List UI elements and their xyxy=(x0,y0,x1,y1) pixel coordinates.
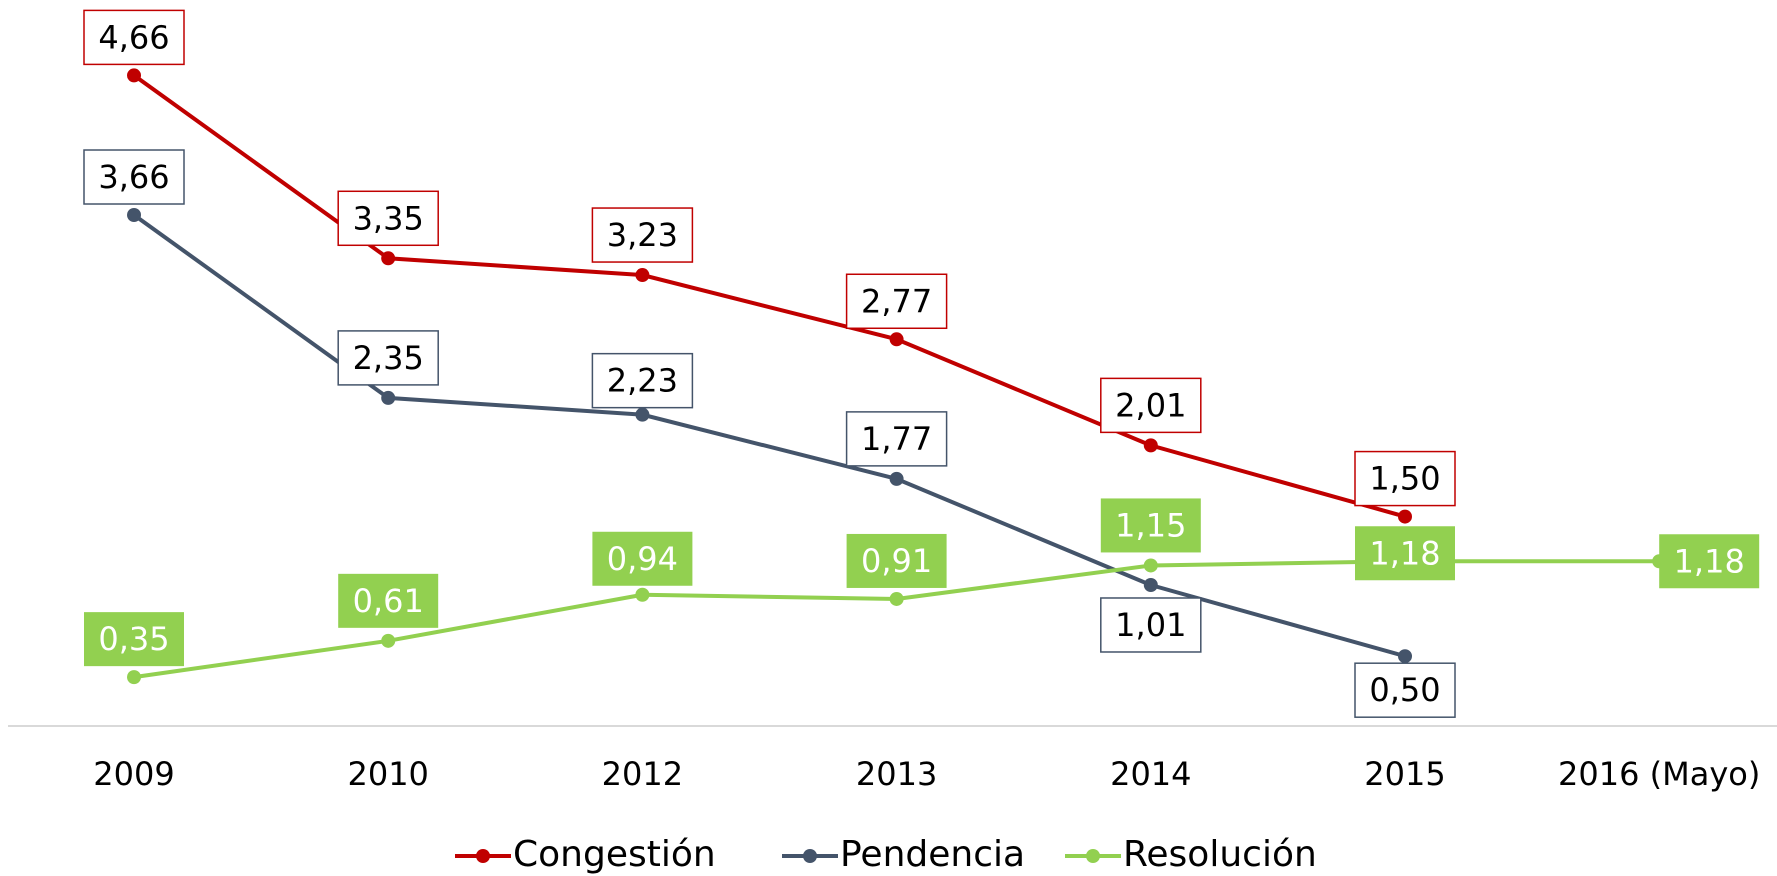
data-point xyxy=(889,471,904,486)
series-line xyxy=(132,213,1406,659)
data-label: 1,01 xyxy=(1115,606,1186,644)
x-tick-label: 2013 xyxy=(856,755,937,793)
legend-marker xyxy=(476,849,490,863)
x-tick-label: 2016 (Mayo) xyxy=(1558,755,1760,793)
data-point xyxy=(1143,558,1158,573)
x-tick-label: 2012 xyxy=(602,755,683,793)
data-label-box xyxy=(338,573,439,628)
data-label-box xyxy=(591,207,694,263)
data-label: 2,77 xyxy=(861,282,932,320)
data-label: 3,35 xyxy=(353,199,424,237)
x-tick-label: 2014 xyxy=(1110,755,1191,793)
data-label-box xyxy=(591,352,694,409)
data-label: 0,94 xyxy=(607,540,678,578)
x-tick-label: 2009 xyxy=(93,755,174,793)
data-label-box xyxy=(337,190,439,247)
data-point xyxy=(1398,649,1412,664)
data-point xyxy=(381,251,396,266)
legend-label: Pendencia xyxy=(840,834,1025,875)
data-label: 1,77 xyxy=(861,420,932,458)
data-label: 1,50 xyxy=(1369,460,1440,498)
data-point xyxy=(635,407,650,422)
data-point xyxy=(127,670,141,685)
data-label: 1,18 xyxy=(1674,542,1745,580)
data-label-box xyxy=(1659,534,1760,589)
data-point xyxy=(381,390,396,405)
data-point xyxy=(127,208,141,223)
x-tick-label: 2015 xyxy=(1364,755,1445,793)
data-label-box xyxy=(1100,377,1202,434)
data-point xyxy=(889,591,904,606)
data-label-box xyxy=(83,9,185,66)
series-line xyxy=(132,73,1406,519)
legend-marker xyxy=(803,849,817,863)
data-label-box xyxy=(1355,526,1455,581)
data-label: 0,91 xyxy=(861,542,932,580)
data-label: 2,35 xyxy=(353,339,424,377)
data-label-box xyxy=(1354,662,1456,718)
data-point xyxy=(127,68,141,83)
data-label: 0,61 xyxy=(353,582,424,620)
data-point xyxy=(635,268,650,283)
data-label: 2,23 xyxy=(607,362,678,400)
data-label-box xyxy=(1100,597,1202,653)
data-label-box xyxy=(1100,498,1201,553)
data-label-box xyxy=(845,273,948,330)
data-point xyxy=(635,587,650,602)
data-point xyxy=(381,633,396,648)
data-point xyxy=(889,332,904,347)
data-label-box xyxy=(846,533,947,588)
data-label: 0,35 xyxy=(98,620,169,658)
legend-label: Resolución xyxy=(1123,834,1317,875)
data-label: 3,23 xyxy=(607,216,678,254)
data-label-box xyxy=(84,612,184,667)
data-point xyxy=(1143,438,1158,453)
data-label: 3,66 xyxy=(98,158,169,196)
data-label-box xyxy=(337,330,439,386)
data-label: 4,66 xyxy=(98,18,169,56)
data-label: 1,18 xyxy=(1369,534,1440,572)
data-point xyxy=(1398,509,1412,524)
data-label: 0,50 xyxy=(1369,671,1440,709)
data-point xyxy=(1143,577,1158,592)
legend-label: Congestión xyxy=(513,834,716,875)
data-label-box xyxy=(845,411,948,467)
data-label: 2,01 xyxy=(1115,386,1186,424)
data-label-box xyxy=(83,149,185,205)
data-label-box xyxy=(592,531,693,586)
x-tick-label: 2010 xyxy=(347,755,428,793)
data-label: 1,15 xyxy=(1115,506,1186,544)
data-label-box xyxy=(1354,450,1456,507)
legend-marker xyxy=(1086,849,1100,863)
